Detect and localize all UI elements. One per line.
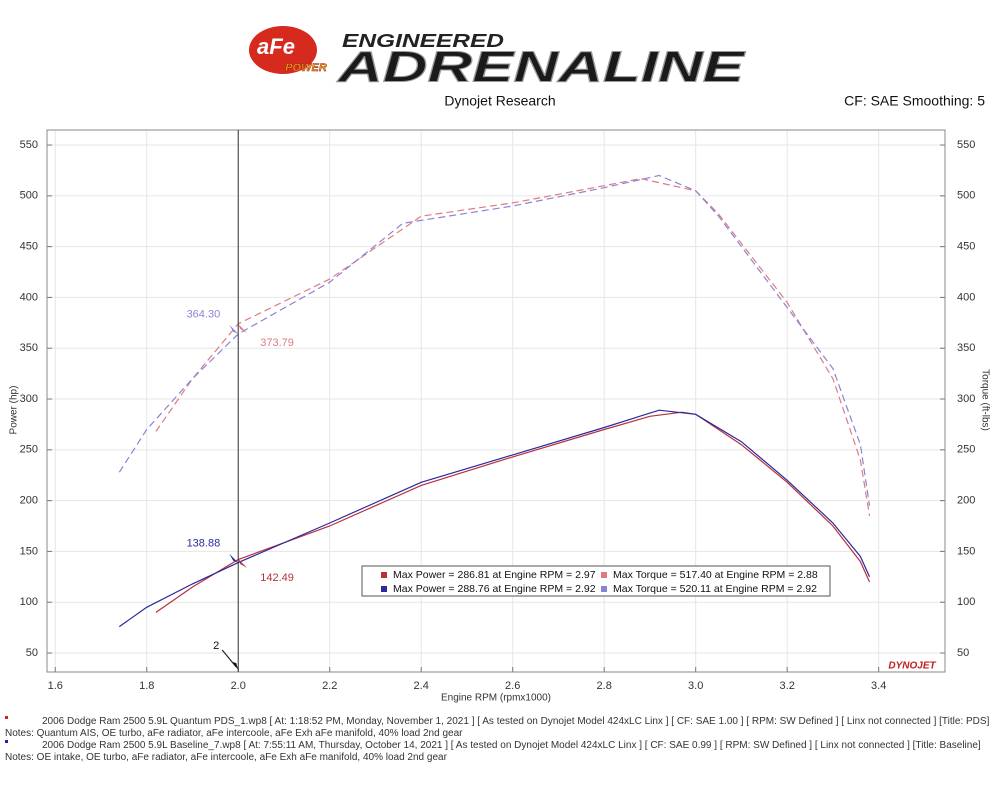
note-dot [5,740,8,743]
x-tick-label: 2.8 [597,680,612,692]
y2-tick-label: 150 [957,545,975,557]
cursor-value-label: 364.30 [187,309,221,321]
x-tick-label: 2.4 [414,680,429,692]
x-tick-label: 3.4 [871,680,886,692]
x-axis-label: Engine RPM (rpmx1000) [441,693,551,704]
legend-label: Max Power = 288.76 at Engine RPM = 2.92 [393,583,596,595]
y-tick-label: 400 [20,291,38,303]
logo-badge [249,26,317,74]
x-tick-label: 2.0 [231,680,246,692]
series-line [155,411,871,613]
y2-tick-label: 100 [957,596,975,608]
y-tick-label: 150 [20,545,38,557]
x-tick-label: 2.2 [322,680,337,692]
note-text: 2006 Dodge Ram 2500 5.9L Quantum PDS_1.w… [5,716,990,739]
series-line [155,177,871,516]
logo-text: aFe [257,34,295,59]
note: 2006 Dodge Ram 2500 5.9L Baseline_7.wp8 … [5,740,993,764]
y-tick-label: 50 [26,647,38,659]
y2-tick-label: 400 [957,291,975,303]
x-tick-label: 1.8 [139,680,154,692]
y2-tick-label: 50 [957,647,969,659]
notes: 2006 Dodge Ram 2500 5.9L Quantum PDS_1.w… [5,716,993,764]
series-line [118,174,871,506]
y-tick-label: 300 [20,393,38,405]
series-line [118,409,871,628]
x-tick-label: 3.0 [688,680,703,692]
cursor-marker [238,559,248,569]
legend-box [361,565,831,597]
cursor-marker [229,324,239,334]
y-tick-label: 500 [20,190,38,202]
chart: aFe POWER ENGINEERED ADRENALINE Dynojet … [9,26,990,704]
y-tick-label: 100 [20,596,38,608]
legend-swatch [601,586,607,592]
brand: ADRENALINE [337,43,747,92]
y-tick-label: 450 [20,241,38,253]
legend-swatch [601,572,607,578]
cursor-marker [238,324,248,334]
legend-swatch [381,572,387,578]
note-text: 2006 Dodge Ram 2500 5.9L Baseline_7.wp8 … [5,740,981,763]
y2-axis-label: Torque (ft-lbs) [979,369,990,431]
y2-tick-label: 300 [957,393,975,405]
legend-label: Max Torque = 517.40 at Engine RPM = 2.88 [613,569,818,581]
note-dot [5,716,8,719]
y2-tick-label: 250 [957,444,975,456]
x-tick-label: 3.2 [780,680,795,692]
chart-subtitle: CF: SAE Smoothing: 5 [844,93,985,109]
chart-title: Dynojet Research [444,93,555,109]
cursor-marker [229,553,239,563]
cursor-arrow-line [221,649,237,668]
y-axis-label: Power (hp) [9,386,20,435]
x-tick-label: 1.6 [48,680,63,692]
y-tick-label: 350 [20,342,38,354]
x-tick-label: 2.6 [505,680,520,692]
y-tick-label: 250 [20,444,38,456]
y2-tick-label: 200 [957,495,975,507]
y2-tick-label: 550 [957,139,975,151]
watermark: DYNOJET [888,661,936,672]
legend-label: Max Power = 286.81 at Engine RPM = 2.97 [393,569,596,581]
logo-sub: POWER [285,62,327,74]
cursor-x-label: 2 [213,640,219,652]
legend-label: Max Torque = 520.11 at Engine RPM = 2.92 [613,583,817,595]
y-tick-label: 550 [20,139,38,151]
tagline: ENGINEERED [342,31,504,51]
y2-tick-label: 350 [957,342,975,354]
y-tick-label: 200 [20,495,38,507]
note: 2006 Dodge Ram 2500 5.9L Quantum PDS_1.w… [5,716,993,740]
cursor-value-label: 142.49 [260,572,294,584]
cursor-value-label: 373.79 [260,337,294,349]
y2-tick-label: 500 [957,190,975,202]
legend-swatch [381,586,387,592]
plot-frame [46,129,946,673]
y2-tick-label: 450 [957,241,975,253]
cursor-value-label: 138.88 [187,538,221,550]
